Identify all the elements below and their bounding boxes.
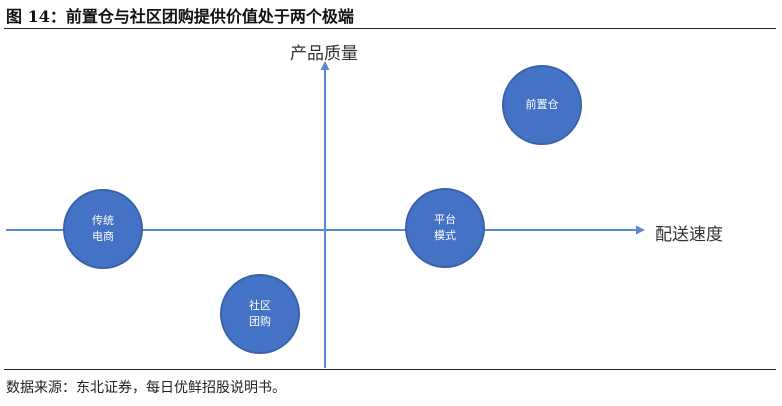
node-community-group-buying: 社区 团购 [220,274,300,354]
y-axis-label: 产品质量 [290,44,358,64]
node-front-warehouse: 前置仓 [502,65,582,145]
figure-title: 图 14：前置仓与社区团购提供价值处于两个极端 [6,7,354,26]
node-traditional-ecommerce: 传统 电商 [63,189,143,269]
bottom-rule [4,369,776,370]
node-label-line: 平台 [434,213,456,226]
node-label-line: 电商 [92,230,114,243]
top-rule [4,28,776,29]
node-label-line: 社区 [249,299,271,312]
x-axis-label: 配送速度 [655,225,723,245]
node-label-line: 前置仓 [525,98,559,111]
node-label-line: 传统 [92,214,114,227]
node-platform-model: 平台 模式 [405,188,485,268]
node-label-line: 团购 [249,315,271,328]
node-label-line: 模式 [434,229,456,242]
source-note: 数据来源：东北证券，每日优鲜招股说明书。 [6,380,286,396]
